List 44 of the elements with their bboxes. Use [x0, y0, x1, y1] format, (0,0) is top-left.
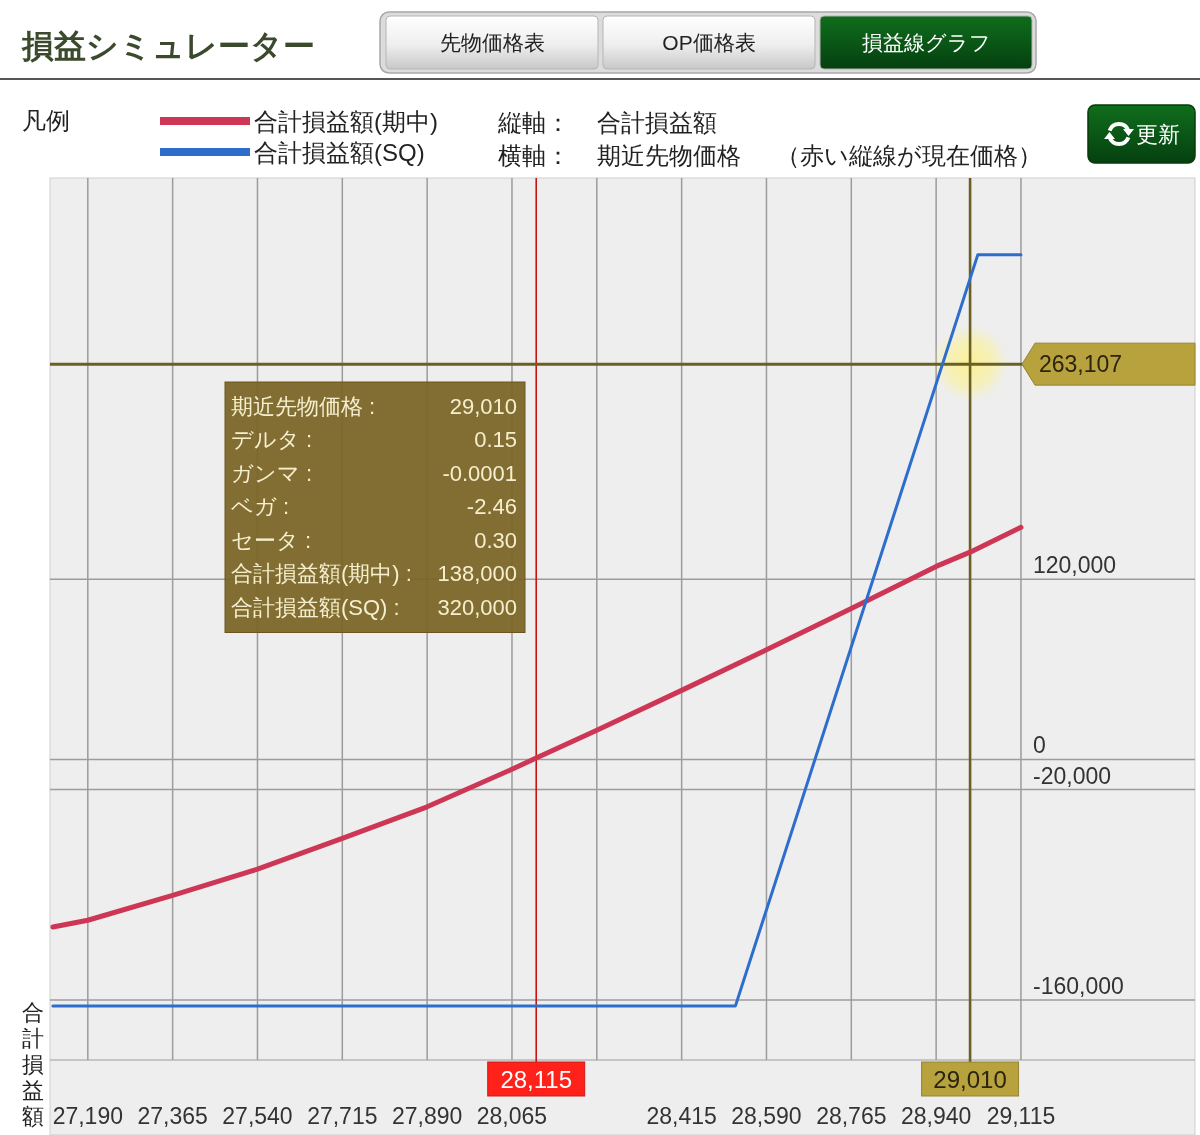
annotation: -0.0001 [442, 460, 517, 486]
text: 縦軸： [497, 108, 570, 136]
x-tick-label: 29,115 [986, 1103, 1056, 1129]
legend-label: 合計損益額(SQ) [254, 138, 425, 166]
annotation: -2.46 [466, 494, 517, 519]
update-button: 更新 [1087, 104, 1196, 164]
legend-label: 合計損益額(期中) [254, 107, 438, 135]
text: 期近先物価格 [597, 141, 741, 169]
annotation: 138,000 [437, 561, 517, 586]
x-tick-label: 28,415 [646, 1103, 717, 1129]
annotation: セータ : [231, 527, 312, 553]
y-axis-title: 合計損益額 [22, 1000, 44, 1129]
legend-title: 凡例 [22, 106, 70, 134]
chart-title: 損益シミュレーター [21, 28, 315, 64]
ref-line-label: 263,107 [1039, 351, 1123, 378]
text: 合計損益額 [597, 108, 717, 136]
x-tick-label: 27,540 [222, 1103, 293, 1129]
x-tick-label: 28,065 [476, 1103, 548, 1129]
x-tick-label: 27,365 [137, 1103, 208, 1129]
y-tick-label: -20,000 [1033, 762, 1112, 789]
y-tick-label: 0 [1033, 732, 1046, 759]
annotation: ベガ : [231, 494, 290, 519]
annotation: 29,010 [449, 393, 517, 419]
ref-line-label: 29,010 [933, 1065, 1007, 1093]
x-tick-label: 27,715 [307, 1103, 378, 1129]
annotation: 0.15 [474, 427, 517, 452]
x-tick-label: 28,765 [816, 1103, 887, 1129]
text: （赤い縦線が現在価格） [776, 141, 1042, 169]
y-tick-label: 120,000 [1033, 552, 1117, 579]
annotation: デルタ : [231, 427, 313, 452]
x-tick-label: 27,190 [52, 1103, 123, 1129]
annotation: 合計損益額(SQ) : [231, 594, 400, 620]
x-tick-label: 28,590 [731, 1103, 802, 1129]
annotation: 期近先物価格 : [231, 393, 376, 419]
annotation: ガンマ : [231, 460, 313, 486]
annotation: 合計損益額(期中) : [231, 561, 412, 586]
tab-bar: 先物価格表 OP価格表 損益線グラフ [379, 11, 1037, 74]
ref-line-label: 28,115 [500, 1065, 573, 1093]
y-tick-label: -160,000 [1033, 972, 1124, 999]
annotation: 0.30 [474, 527, 517, 553]
x-tick-label: 28,940 [900, 1103, 972, 1129]
text: 横軸： [498, 141, 570, 169]
annotation: 320,000 [437, 594, 517, 620]
x-tick-label: 27,890 [391, 1103, 463, 1129]
